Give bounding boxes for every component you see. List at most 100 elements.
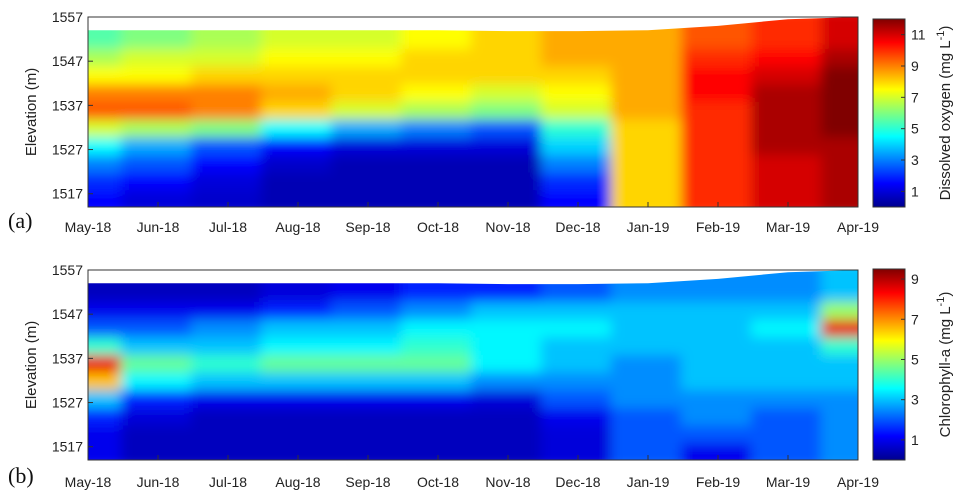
heatmap-cell <box>401 352 475 373</box>
heatmap-cell <box>611 423 685 444</box>
heatmap-cell <box>88 46 125 67</box>
heatmap-cell <box>88 352 125 373</box>
heatmap-field <box>88 270 858 460</box>
heatmap-cell <box>331 299 405 320</box>
heatmap-cell <box>401 170 475 191</box>
heatmap-cell <box>611 335 685 355</box>
heatmap-cell <box>331 388 405 408</box>
heatmap-cell <box>191 370 265 391</box>
heatmap-cell <box>681 152 755 173</box>
heatmap-cell <box>121 317 195 338</box>
heatmap-cell <box>331 46 405 67</box>
heatmap-cell <box>401 388 475 408</box>
heatmap-cell <box>261 135 335 155</box>
heatmap-cell <box>331 405 405 426</box>
x-tick-label: Jul-18 <box>209 474 247 490</box>
heatmap-cell <box>611 64 685 85</box>
heatmap-cell <box>541 152 615 173</box>
heatmap-cell <box>681 335 755 355</box>
heatmap-cell <box>821 99 858 120</box>
heatmap-cell <box>191 99 265 120</box>
heatmap-cell <box>471 388 545 408</box>
heatmap-cell <box>88 99 125 120</box>
heatmap-cell <box>821 423 858 444</box>
heatmap-cell <box>541 405 615 426</box>
heatmap-cell <box>681 441 755 460</box>
heatmap-cell <box>471 441 545 460</box>
heatmap-cell <box>121 423 195 444</box>
heatmap-cell <box>331 188 405 207</box>
heatmap-cell <box>88 441 125 460</box>
heatmap-cell <box>681 99 755 120</box>
heatmap-cell <box>331 335 405 355</box>
y-tick-label: 1547 <box>52 53 83 69</box>
heatmap-cell <box>401 335 475 355</box>
heatmap-cell <box>821 388 858 408</box>
heatmap-cell <box>541 441 615 460</box>
heatmap-cell <box>611 388 685 408</box>
heatmap-cell <box>331 170 405 191</box>
x-tick-label: Jun-18 <box>137 219 180 235</box>
heatmap-cell <box>191 299 265 320</box>
heatmap-cell <box>331 317 405 338</box>
heatmap-cell <box>121 441 195 460</box>
heatmap-cell <box>751 423 825 444</box>
heatmap-cell <box>121 405 195 426</box>
heatmap-cell <box>751 335 825 355</box>
heatmap-cell <box>261 46 335 67</box>
heatmap-cell <box>471 152 545 173</box>
heatmap-cell <box>191 423 265 444</box>
heatmap-cell <box>541 423 615 444</box>
colorbar: 1 3 5 7 9 Chlorophyll-a (mg L-1) <box>872 268 954 461</box>
heatmap-cell <box>751 152 825 173</box>
axes-frame <box>87 269 859 461</box>
heatmap-cell <box>611 299 685 320</box>
heatmap-cell <box>471 170 545 191</box>
heatmap-cell <box>191 317 265 338</box>
heatmap-cell <box>751 270 825 302</box>
heatmap-cell <box>121 188 195 207</box>
heatmap-cell <box>121 82 195 102</box>
heatmap-cell <box>121 299 195 320</box>
heatmap-cell <box>331 135 405 155</box>
heatmap-cell <box>401 82 475 102</box>
heatmap-cell <box>191 388 265 408</box>
colorbar-tick-label: 5 <box>911 351 919 367</box>
heatmap-cell <box>681 46 755 67</box>
x-tick-label: Mar-19 <box>766 219 811 235</box>
colorbar-gradient <box>872 268 906 461</box>
heatmap-cell <box>121 335 195 355</box>
heatmap-cell <box>191 82 265 102</box>
heatmap <box>88 17 858 207</box>
heatmap-cell <box>261 335 335 355</box>
colorbar: 1 3 5 7 9 11 Dissolved oxygen (mg L-1) <box>872 18 954 208</box>
heatmap-cell <box>191 152 265 173</box>
heatmap-cell <box>191 405 265 426</box>
x-tick-label: Dec-18 <box>555 219 600 235</box>
heatmap-cell <box>331 423 405 444</box>
heatmap-cell <box>471 423 545 444</box>
y-tick-label: 1537 <box>52 350 83 366</box>
heatmap-cell <box>331 352 405 373</box>
heatmap-cell <box>88 135 125 155</box>
heatmap-cell <box>88 388 125 408</box>
heatmap-cell <box>681 170 755 191</box>
heatmap-cell <box>681 423 755 444</box>
colorbar-tick-label: 7 <box>911 89 919 105</box>
heatmap-cell <box>471 64 545 85</box>
x-tick-label: Sep-18 <box>345 474 390 490</box>
heatmap-cell <box>331 441 405 460</box>
x-tick-label: May-18 <box>65 219 112 235</box>
heatmap-cell <box>331 370 405 391</box>
heatmap-cell <box>681 17 755 49</box>
heatmap-cell <box>88 188 125 207</box>
heatmap-cell <box>261 405 335 426</box>
y-axis-label: Elevation (m) <box>23 321 40 409</box>
heatmap-cell <box>88 370 125 391</box>
heatmap-cell <box>681 117 755 138</box>
heatmap-cell <box>88 299 125 320</box>
heatmap-cell <box>611 46 685 67</box>
y-tick-label: 1517 <box>52 439 83 455</box>
x-tick-label: Nov-18 <box>485 219 530 235</box>
